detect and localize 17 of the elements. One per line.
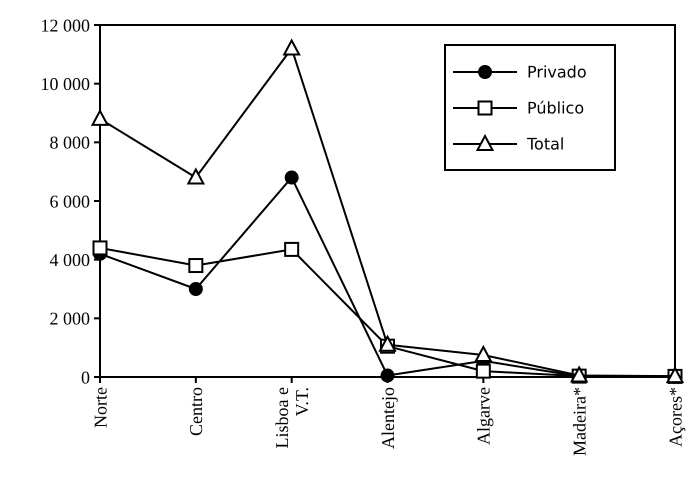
y-tick-label: 6 000 bbox=[50, 191, 90, 212]
x-tick-label: Centro bbox=[186, 387, 206, 436]
y-tick-label: 0 bbox=[81, 367, 90, 388]
y-tick-label: 2 000 bbox=[50, 308, 90, 329]
x-tick-label: Alentejo bbox=[378, 387, 398, 449]
x-tick-label: Norte bbox=[90, 386, 110, 428]
y-tick-label: 10 000 bbox=[40, 74, 90, 94]
legend-label: Privado bbox=[527, 62, 587, 82]
x-tick-label: Algarve bbox=[474, 387, 494, 445]
x-tick-label: Açores* bbox=[665, 387, 686, 447]
legend-label: Total bbox=[526, 134, 564, 154]
x-tick-label: Lisboa e V.T. bbox=[272, 386, 312, 448]
y-tick-label: 8 000 bbox=[50, 132, 90, 153]
y-tick-label: 4 000 bbox=[50, 250, 90, 270]
legend-label: Público bbox=[527, 98, 584, 118]
y-tick-label: 12 000 bbox=[40, 15, 90, 36]
x-tick-label: Madeira* bbox=[569, 387, 590, 456]
